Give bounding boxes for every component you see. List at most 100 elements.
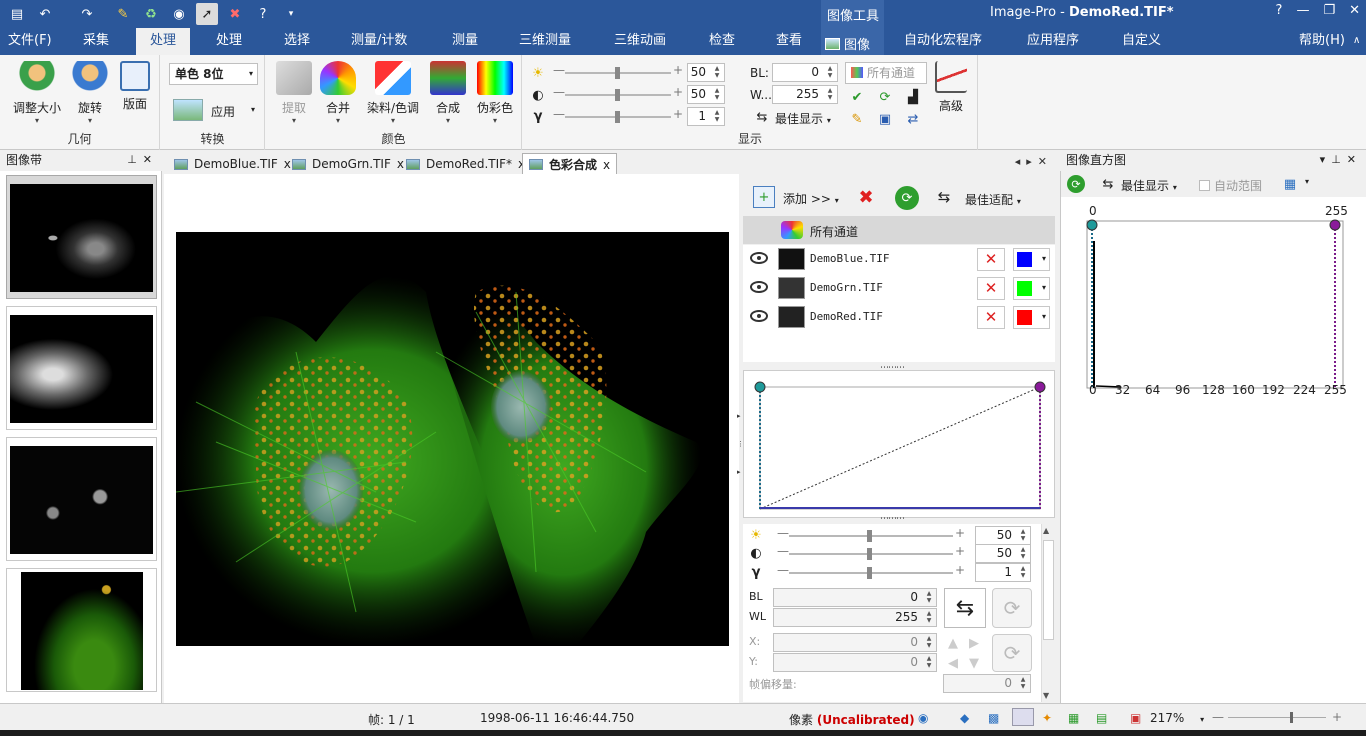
composite-bl-input[interactable]: 0 ▲ ▼: [773, 588, 937, 607]
layout-button[interactable]: 版面: [118, 61, 152, 112]
channels-select[interactable]: 所有通道: [845, 62, 927, 84]
minimize-icon[interactable]: —: [1296, 3, 1310, 18]
splitter-handle[interactable]: ⋯⋯⋯: [880, 514, 905, 524]
arrow-up-icon[interactable]: ▲: [948, 635, 958, 651]
image-canvas[interactable]: [164, 174, 739, 703]
scroll-down-icon[interactable]: ▼: [1043, 691, 1050, 700]
resize-button[interactable]: 调整大小 ▾: [10, 61, 64, 125]
restore-icon[interactable]: ❐: [1323, 3, 1336, 18]
units-label[interactable]: 像素 (Uncalibrated): [789, 713, 915, 727]
composite-image[interactable]: [176, 232, 729, 646]
histogram-plot[interactable]: [1061, 211, 1366, 411]
tab-select[interactable]: 选择: [284, 33, 311, 48]
channel-row-green[interactable]: DemoGrn.TIF ✕ ▾: [743, 274, 1055, 303]
tab-prev-icon[interactable]: ◂: [1014, 155, 1027, 168]
panel-menu-icon[interactable]: ▾: [1319, 153, 1332, 166]
undo-icon[interactable]: ↶: [39, 6, 51, 22]
splitter-handle[interactable]: ⋯⋯⋯: [880, 363, 905, 373]
tab-3d-animation[interactable]: 三维动画: [614, 33, 667, 48]
channel-color-picker[interactable]: ▾: [1013, 306, 1050, 329]
composite-button[interactable]: 合成 ▾: [430, 61, 466, 125]
close-tab-icon[interactable]: x: [283, 157, 291, 171]
contrast-slider[interactable]: — +: [553, 85, 683, 101]
help-icon[interactable]: ?: [1275, 3, 1283, 18]
tone-curve-box[interactable]: [743, 370, 1055, 518]
pencil-icon[interactable]: ✎: [117, 6, 129, 22]
layers-icon[interactable]: ◆: [960, 711, 970, 725]
close-tab-icon[interactable]: x: [603, 157, 611, 172]
remove-channel-x-icon[interactable]: ✕: [977, 277, 1005, 300]
collapse-ribbon-icon[interactable]: ∧: [1353, 35, 1361, 46]
close-icon[interactable]: ✕: [1349, 3, 1360, 18]
channel-row-red[interactable]: DemoRed.TIF ✕ ▾: [743, 303, 1055, 332]
visibility-eye-icon[interactable]: [750, 310, 768, 322]
app-menu-icon[interactable]: ▤: [10, 6, 24, 22]
strip-thumb-4[interactable]: [6, 568, 157, 692]
all-channels-row[interactable]: 所有通道: [743, 216, 1055, 244]
accept-check-icon[interactable]: ✔: [851, 89, 863, 105]
tab-customize[interactable]: 自定义: [1122, 33, 1162, 48]
strip-thumb-1[interactable]: [6, 175, 157, 299]
gamma-slider[interactable]: — +: [553, 107, 683, 123]
strip-thumb-3[interactable]: [6, 437, 157, 561]
composite-contrast-slider[interactable]: — +: [777, 544, 965, 560]
tab-acquire[interactable]: 采集: [83, 33, 110, 48]
visibility-eye-icon[interactable]: [750, 252, 768, 264]
globe-icon[interactable]: ◉: [173, 6, 185, 22]
close-doc-icon[interactable]: ✕: [1037, 155, 1053, 168]
best-fit-button[interactable]: 最佳显示 ▾: [775, 112, 831, 126]
customize-qat-icon[interactable]: ▾: [288, 9, 294, 19]
bl-input[interactable]: 0 ▲ ▼: [772, 63, 838, 82]
table-icon[interactable]: ▦: [1068, 711, 1080, 725]
tab-process[interactable]: 处理: [216, 33, 243, 48]
grid-icon[interactable]: ▩: [988, 711, 1000, 725]
composite-brightness-input[interactable]: 50 ▲ ▼: [975, 526, 1031, 545]
channel-row-blue[interactable]: DemoBlue.TIF ✕ ▾: [743, 245, 1055, 274]
tab-view[interactable]: 查看: [776, 33, 803, 48]
close-tab-icon[interactable]: x: [518, 155, 525, 173]
frame-offset-input[interactable]: 0 ▲ ▼: [943, 674, 1031, 693]
histogram-small-icon[interactable]: ▟: [908, 89, 918, 105]
reset-icon[interactable]: ⟳: [879, 89, 891, 105]
pseudo-color-button[interactable]: 伪彩色 ▾: [474, 61, 516, 125]
tag-icon[interactable]: ✎: [851, 111, 863, 127]
pin-icon[interactable]: ⊥: [127, 153, 143, 166]
recycle-icon[interactable]: ♻: [145, 6, 157, 22]
composite-brightness-slider[interactable]: — +: [777, 526, 965, 542]
remove-channel-x-icon[interactable]: ✕: [977, 248, 1005, 271]
tab-file[interactable]: 文件(F): [8, 33, 52, 48]
best-fit-button[interactable]: 最佳适配 ▾: [965, 193, 1021, 207]
scroll-up-icon[interactable]: ▲: [1043, 526, 1050, 535]
remove-channel-x-icon[interactable]: ✕: [977, 306, 1005, 329]
close-tab-icon[interactable]: x: [396, 157, 404, 171]
redo-icon[interactable]: ↷: [81, 6, 93, 22]
select-pointer-icon[interactable]: ➚: [196, 3, 218, 25]
merge-button[interactable]: 合并 ▾: [318, 61, 358, 125]
extract-button[interactable]: 提取 ▾: [274, 61, 314, 125]
offset-y-input[interactable]: 0 ▲ ▼: [773, 653, 937, 672]
convert-mode-select[interactable]: 单色 8位 ▾: [169, 63, 258, 85]
contrast-input[interactable]: 50 ▲ ▼: [687, 85, 725, 104]
tab-next-icon[interactable]: ▸: [1026, 155, 1038, 168]
panel-collapse-arrows[interactable]: ▸ ⋮ ▸: [737, 412, 744, 476]
channel-color-picker[interactable]: ▾: [1013, 248, 1050, 271]
help-circle-icon[interactable]: ?: [259, 6, 267, 22]
save-icon[interactable]: ▣: [878, 111, 892, 127]
scroll-thumb[interactable]: [1043, 540, 1054, 640]
wl-input[interactable]: 255 ▲ ▼: [772, 85, 838, 104]
doc-tab-demogrn[interactable]: DemoGrn.TIF x: [292, 154, 404, 174]
tab-applications[interactable]: 应用程序: [1027, 33, 1080, 48]
zoom-level[interactable]: 217% ▾: [1150, 711, 1205, 725]
rotate-button[interactable]: 旋转 ▾: [70, 61, 110, 125]
refresh-composite-icon[interactable]: ⟳: [895, 186, 919, 210]
strip-thumb-2[interactable]: [6, 306, 157, 430]
close-panel-icon[interactable]: ✕: [1346, 153, 1362, 166]
image-view-icon[interactable]: [1012, 708, 1034, 726]
doc-tab-demoblue[interactable]: DemoBlue.TIF x: [174, 154, 291, 174]
auto-range-checkbox[interactable]: 自动范围: [1199, 177, 1262, 194]
delete-icon[interactable]: ✖: [229, 6, 241, 22]
gamma-input[interactable]: 1 ▲ ▼: [687, 107, 725, 126]
tab-image[interactable]: 图像: [844, 38, 871, 53]
tab-measure[interactable]: 测量: [452, 33, 479, 48]
stain-tint-button[interactable]: 染料/色调 ▾: [364, 61, 422, 125]
